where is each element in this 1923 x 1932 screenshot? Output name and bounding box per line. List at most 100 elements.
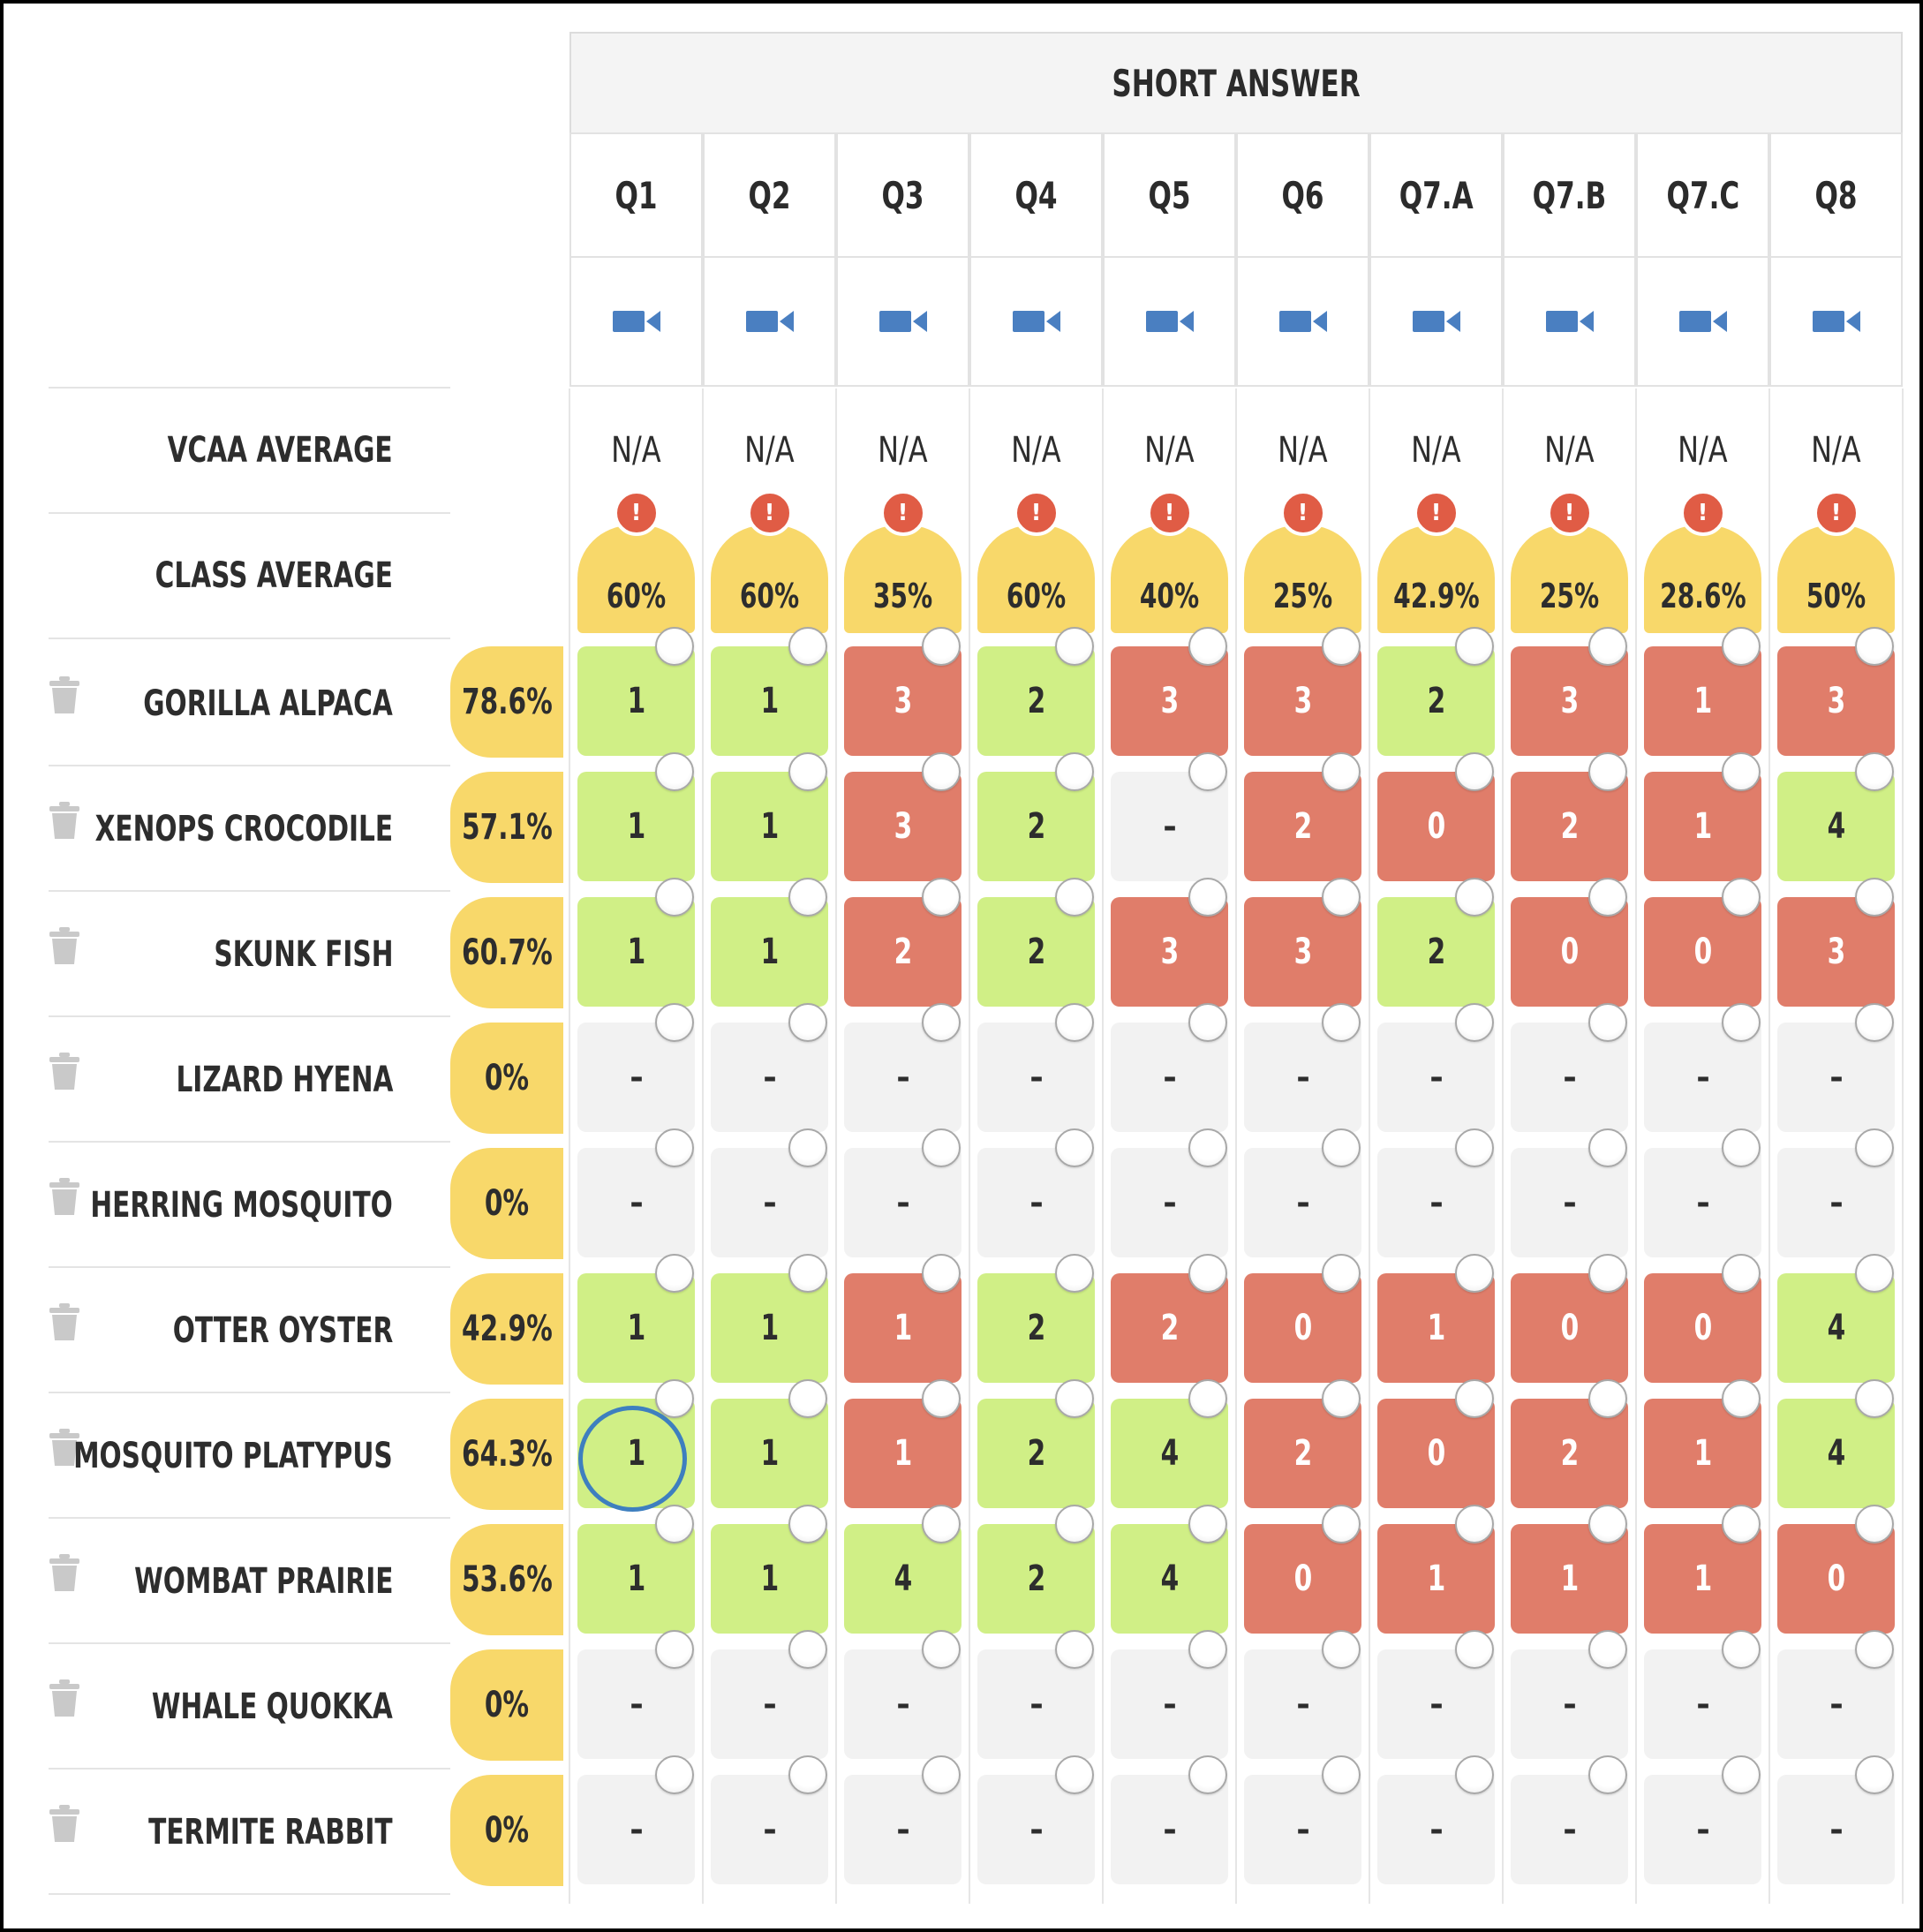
cell-toggle-button[interactable] xyxy=(788,752,827,791)
cell-toggle-button[interactable] xyxy=(1322,1379,1361,1418)
cell-toggle-button[interactable] xyxy=(1188,878,1227,917)
cell-toggle-button[interactable] xyxy=(1055,627,1094,666)
cell-toggle-button[interactable] xyxy=(1588,1379,1627,1418)
cell-toggle-button[interactable] xyxy=(655,1505,694,1543)
cell-toggle-button[interactable] xyxy=(1722,1254,1761,1293)
cell-toggle-button[interactable] xyxy=(1322,1128,1361,1167)
cell-toggle-button[interactable] xyxy=(1455,878,1494,917)
video-camera-icon[interactable] xyxy=(879,308,927,335)
video-camera-icon[interactable] xyxy=(1545,308,1594,335)
alert-icon[interactable]: ! xyxy=(746,490,793,536)
cell-toggle-button[interactable] xyxy=(1055,1128,1094,1167)
alert-icon[interactable]: ! xyxy=(879,490,926,536)
cell-toggle-button[interactable] xyxy=(922,878,961,917)
cell-toggle-button[interactable] xyxy=(788,1630,827,1669)
score-cell[interactable]: – xyxy=(844,1649,962,1759)
trash-icon[interactable] xyxy=(49,1053,79,1091)
cell-toggle-button[interactable] xyxy=(1855,1254,1894,1293)
cell-toggle-button[interactable] xyxy=(922,1128,961,1167)
video-camera-icon[interactable] xyxy=(1678,308,1727,335)
trash-icon[interactable] xyxy=(49,1429,79,1468)
trash-icon[interactable] xyxy=(49,1178,79,1217)
cell-toggle-button[interactable] xyxy=(922,1003,961,1042)
video-camera-icon[interactable] xyxy=(612,308,660,335)
cell-toggle-button[interactable] xyxy=(655,1755,694,1794)
cell-toggle-button[interactable] xyxy=(1455,1755,1494,1794)
cell-toggle-button[interactable] xyxy=(1588,1755,1627,1794)
cell-toggle-button[interactable] xyxy=(655,1379,694,1418)
cell-toggle-button[interactable] xyxy=(1455,1128,1494,1167)
score-cell[interactable]: – xyxy=(1111,1649,1228,1759)
cell-toggle-button[interactable] xyxy=(1855,1379,1894,1418)
cell-toggle-button[interactable] xyxy=(922,627,961,666)
cell-toggle-button[interactable] xyxy=(1722,878,1761,917)
cell-toggle-button[interactable] xyxy=(788,1254,827,1293)
cell-toggle-button[interactable] xyxy=(1188,1630,1227,1669)
cell-toggle-button[interactable] xyxy=(1188,1128,1227,1167)
cell-toggle-button[interactable] xyxy=(922,1755,961,1794)
alert-icon[interactable]: ! xyxy=(1546,490,1593,536)
alert-icon[interactable]: ! xyxy=(1013,490,1060,536)
cell-toggle-button[interactable] xyxy=(1455,1003,1494,1042)
cell-toggle-button[interactable] xyxy=(655,1254,694,1293)
cell-toggle-button[interactable] xyxy=(655,627,694,666)
cell-toggle-button[interactable] xyxy=(1588,1630,1627,1669)
cell-toggle-button[interactable] xyxy=(922,1505,961,1543)
cell-toggle-button[interactable] xyxy=(1455,752,1494,791)
video-camera-icon[interactable] xyxy=(1012,308,1060,335)
cell-toggle-button[interactable] xyxy=(1455,1254,1494,1293)
trash-icon[interactable] xyxy=(49,676,79,715)
cell-toggle-button[interactable] xyxy=(1055,1003,1094,1042)
video-camera-icon[interactable] xyxy=(1412,308,1460,335)
cell-toggle-button[interactable] xyxy=(1322,1003,1361,1042)
cell-toggle-button[interactable] xyxy=(1588,878,1627,917)
cell-toggle-button[interactable] xyxy=(655,1003,694,1042)
cell-toggle-button[interactable] xyxy=(1055,1505,1094,1543)
trash-icon[interactable] xyxy=(49,1554,79,1593)
alert-icon[interactable]: ! xyxy=(613,490,660,536)
cell-toggle-button[interactable] xyxy=(788,1755,827,1794)
cell-toggle-button[interactable] xyxy=(1055,1630,1094,1669)
trash-icon[interactable] xyxy=(49,927,79,966)
trash-icon[interactable] xyxy=(49,802,79,841)
cell-toggle-button[interactable] xyxy=(1055,1254,1094,1293)
video-camera-icon[interactable] xyxy=(1812,308,1860,335)
cell-toggle-button[interactable] xyxy=(922,1630,961,1669)
cell-toggle-button[interactable] xyxy=(1588,1254,1627,1293)
cell-toggle-button[interactable] xyxy=(788,1505,827,1543)
alert-icon[interactable]: ! xyxy=(1413,490,1459,536)
cell-toggle-button[interactable] xyxy=(1322,1505,1361,1543)
alert-icon[interactable]: ! xyxy=(1679,490,1726,536)
cell-toggle-button[interactable] xyxy=(1855,1505,1894,1543)
cell-toggle-button[interactable] xyxy=(1722,1379,1761,1418)
cell-toggle-button[interactable] xyxy=(788,1379,827,1418)
cell-toggle-button[interactable] xyxy=(1188,627,1227,666)
cell-toggle-button[interactable] xyxy=(1188,1003,1227,1042)
cell-toggle-button[interactable] xyxy=(1322,752,1361,791)
cell-toggle-button[interactable] xyxy=(1855,1128,1894,1167)
score-cell[interactable]: 1 xyxy=(1644,772,1761,881)
cell-toggle-button[interactable] xyxy=(655,752,694,791)
cell-toggle-button[interactable] xyxy=(1322,1254,1361,1293)
cell-toggle-button[interactable] xyxy=(1055,878,1094,917)
trash-icon[interactable] xyxy=(49,1303,79,1342)
cell-toggle-button[interactable] xyxy=(1855,1755,1894,1794)
cell-toggle-button[interactable] xyxy=(655,1630,694,1669)
video-camera-icon[interactable] xyxy=(1278,308,1327,335)
cell-toggle-button[interactable] xyxy=(1722,752,1761,791)
cell-toggle-button[interactable] xyxy=(1722,1505,1761,1543)
cell-toggle-button[interactable] xyxy=(1322,1755,1361,1794)
cell-toggle-button[interactable] xyxy=(1455,1630,1494,1669)
cell-toggle-button[interactable] xyxy=(1322,878,1361,917)
cell-toggle-button[interactable] xyxy=(1855,627,1894,666)
cell-toggle-button[interactable] xyxy=(1855,1630,1894,1669)
video-camera-icon[interactable] xyxy=(1145,308,1194,335)
cell-toggle-button[interactable] xyxy=(922,752,961,791)
alert-icon[interactable]: ! xyxy=(1279,490,1326,536)
cell-toggle-button[interactable] xyxy=(1188,1254,1227,1293)
video-camera-icon[interactable] xyxy=(745,308,794,335)
cell-toggle-button[interactable] xyxy=(1722,627,1761,666)
cell-toggle-button[interactable] xyxy=(1855,752,1894,791)
cell-toggle-button[interactable] xyxy=(788,1128,827,1167)
cell-toggle-button[interactable] xyxy=(1588,752,1627,791)
